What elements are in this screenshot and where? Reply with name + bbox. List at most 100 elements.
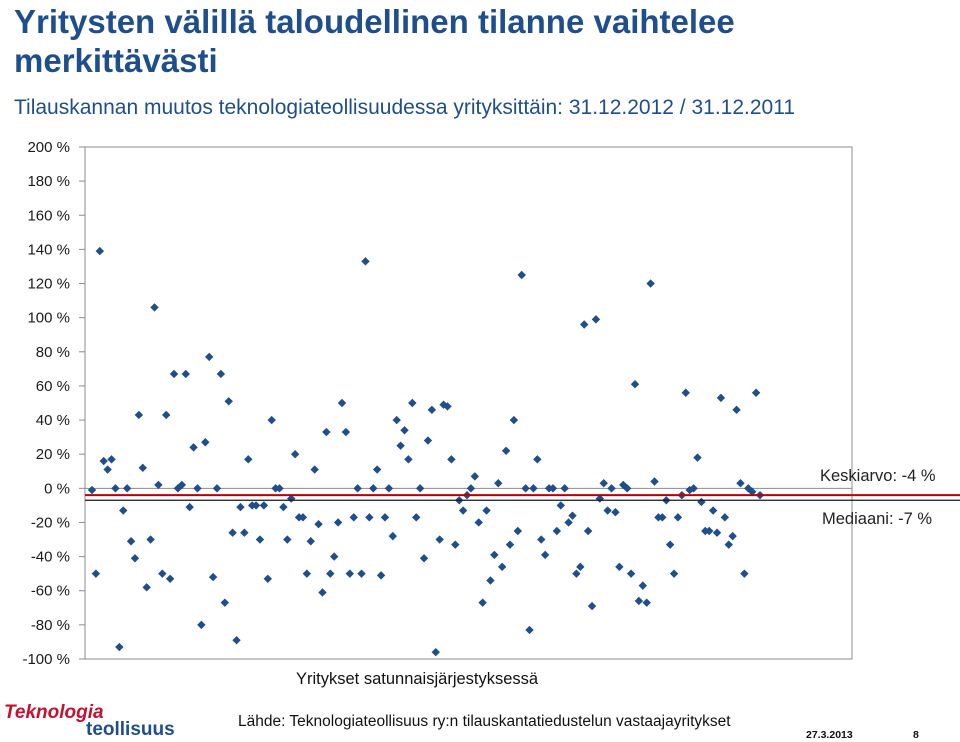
data-point	[95, 246, 105, 256]
data-point	[689, 484, 698, 493]
data-point	[658, 513, 667, 522]
data-point	[267, 415, 276, 425]
y-tick-label: 60 %	[36, 378, 70, 395]
data-point	[388, 531, 397, 541]
data-point	[673, 513, 683, 522]
data-point	[642, 598, 651, 607]
data-point	[310, 465, 319, 474]
data-point	[552, 526, 562, 536]
data-point	[396, 441, 405, 450]
data-point	[478, 598, 487, 607]
data-point	[197, 620, 206, 630]
data-point	[232, 636, 241, 645]
data-point	[404, 455, 413, 464]
data-point	[708, 506, 718, 515]
data-point	[505, 540, 515, 549]
data-point	[490, 550, 499, 560]
data-point	[665, 540, 675, 549]
data-point	[599, 479, 608, 488]
data-point	[119, 506, 128, 515]
logo-line1: Teknologia	[4, 702, 104, 723]
data-point	[466, 484, 476, 493]
data-point	[329, 552, 339, 561]
data-point	[611, 508, 620, 517]
y-tick-label: -20 %	[31, 514, 70, 531]
y-tick-label: 160 %	[27, 207, 70, 224]
data-point	[521, 484, 530, 493]
data-point	[474, 518, 483, 527]
data-point	[415, 484, 425, 493]
data-point	[412, 513, 421, 522]
data-point	[122, 484, 132, 493]
data-point	[201, 438, 210, 447]
data-point	[556, 501, 565, 510]
data-point	[290, 450, 300, 459]
y-tick-label: 0 %	[44, 480, 70, 497]
data-point	[638, 581, 648, 590]
data-point	[107, 455, 116, 464]
data-point	[736, 479, 745, 488]
data-point	[646, 279, 655, 288]
data-point	[251, 501, 261, 510]
data-point	[728, 531, 737, 541]
data-point	[540, 550, 550, 560]
y-tick-label: 40 %	[36, 412, 70, 429]
data-point	[509, 415, 519, 425]
data-point	[189, 443, 198, 452]
y-tick-label: 140 %	[27, 241, 70, 258]
data-point	[177, 480, 187, 490]
data-point	[165, 574, 175, 583]
data-point	[681, 388, 690, 397]
data-point	[115, 642, 124, 652]
data-point	[130, 554, 140, 563]
data-point	[361, 257, 370, 266]
data-point	[603, 506, 612, 515]
page-title: Yritysten välillä taloudellinen tilanne …	[14, 3, 735, 79]
data-point	[99, 456, 108, 466]
data-point	[126, 537, 136, 546]
data-point	[372, 465, 382, 474]
logo-line2: teollisuus	[86, 719, 175, 740]
data-point	[607, 484, 616, 493]
data-point	[697, 497, 706, 507]
data-point	[204, 352, 214, 362]
y-tick-label: -60 %	[31, 583, 70, 600]
data-point	[564, 518, 573, 527]
data-point	[716, 393, 726, 403]
data-point	[517, 270, 526, 280]
data-point	[134, 410, 144, 420]
data-point	[705, 526, 714, 536]
data-point	[337, 398, 347, 408]
data-point	[423, 436, 433, 445]
data-point	[525, 625, 534, 635]
data-point	[142, 583, 151, 592]
data-point	[751, 388, 761, 397]
data-point	[419, 554, 429, 563]
data-point	[146, 535, 155, 544]
data-point	[220, 598, 230, 607]
data-point	[537, 535, 546, 544]
data-point	[240, 528, 249, 537]
data-point	[87, 485, 97, 495]
data-point	[470, 472, 480, 481]
data-point	[724, 540, 733, 549]
data-point	[228, 528, 237, 537]
data-point	[533, 455, 542, 464]
page-number: 8	[913, 729, 919, 741]
data-point	[322, 427, 331, 437]
data-point	[669, 569, 679, 578]
data-point	[572, 569, 581, 578]
y-tick-label: -80 %	[31, 617, 70, 634]
y-axis-ticks: 200 % 180 % 160 % 140 % 120 % 100 % 80 % 60 % 40…	[22, 139, 85, 668]
data-point	[486, 576, 495, 585]
source-note: Lähde: Teknologiateollisuus ry:n tilausk…	[238, 713, 731, 730]
data-point	[740, 569, 749, 578]
data-point	[236, 502, 245, 512]
data-point	[380, 513, 390, 522]
x-axis-label: Yritykset satunnaisjärjestyksessä	[296, 670, 539, 688]
data-point	[333, 518, 343, 527]
data-point	[447, 455, 456, 464]
y-tick-label: 180 %	[27, 173, 70, 190]
data-point	[392, 415, 401, 425]
data-point	[630, 380, 640, 389]
